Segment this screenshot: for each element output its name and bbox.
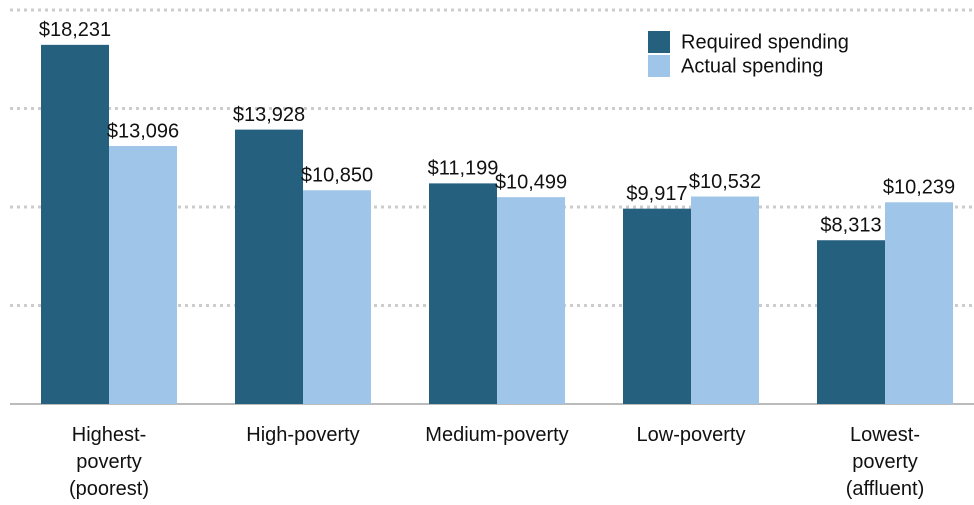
value-label: $11,199 bbox=[428, 158, 499, 180]
value-label: $13,096 bbox=[107, 120, 179, 142]
value-label: $10,532 bbox=[689, 171, 761, 193]
value-label: $10,499 bbox=[495, 171, 567, 193]
bar bbox=[817, 240, 885, 404]
bar bbox=[623, 208, 691, 404]
x-tick-label: High-poverty bbox=[246, 424, 360, 446]
legend-swatch bbox=[648, 31, 670, 53]
bar bbox=[109, 146, 177, 405]
x-tick-label: Medium-poverty bbox=[425, 424, 569, 446]
bar bbox=[691, 196, 759, 404]
x-tick-label: Highest- poverty (poorest) bbox=[68, 424, 150, 500]
bar bbox=[303, 190, 371, 404]
bar bbox=[497, 197, 565, 404]
x-tick-label: Lowest- poverty (affluent) bbox=[845, 424, 925, 500]
value-label: $10,850 bbox=[301, 165, 373, 187]
value-label: $8,313 bbox=[820, 215, 881, 237]
legend-label: Required spending bbox=[681, 31, 849, 53]
value-label: $10,239 bbox=[883, 177, 955, 199]
value-label: $18,231 bbox=[39, 19, 111, 41]
bar bbox=[429, 183, 497, 404]
value-label: $13,928 bbox=[233, 104, 305, 126]
bar bbox=[235, 129, 303, 404]
bar bbox=[41, 44, 109, 404]
value-label: $9,917 bbox=[626, 183, 687, 205]
x-tick-label: Low-poverty bbox=[636, 424, 746, 446]
legend-swatch bbox=[648, 55, 670, 77]
legend-label: Actual spending bbox=[681, 55, 823, 77]
bar bbox=[885, 202, 953, 404]
